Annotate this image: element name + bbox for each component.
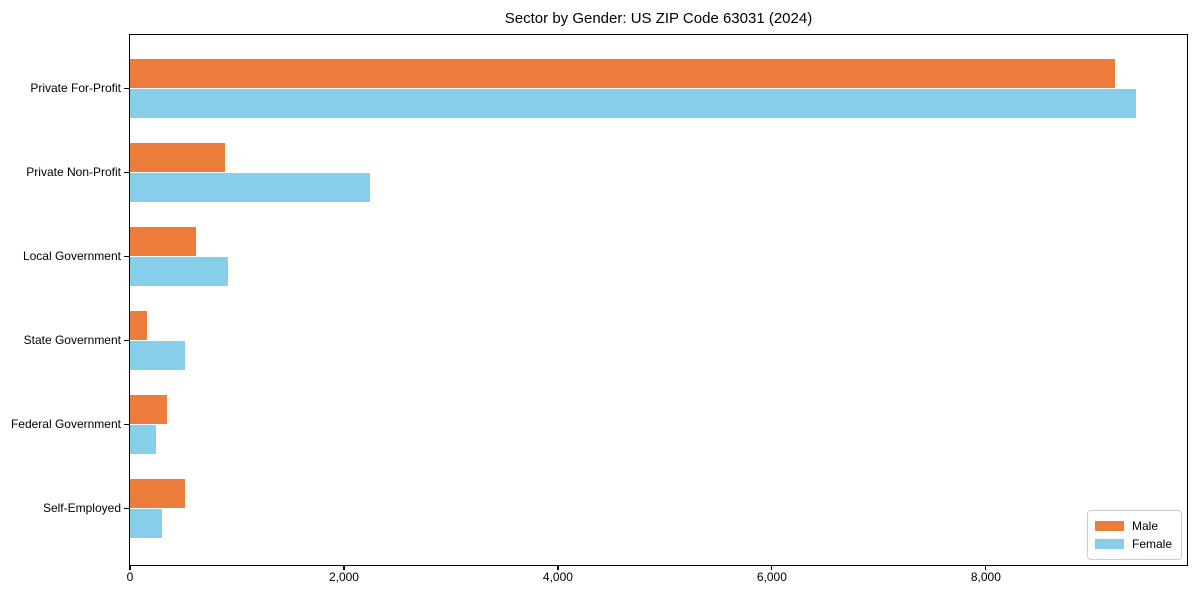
chart-title: Sector by Gender: US ZIP Code 63031 (202… [504,10,813,27]
legend-swatch-male [1094,521,1124,531]
category-label: Local Government [22,248,121,263]
legend-swatch-female [1094,539,1124,549]
bar-male [130,143,226,173]
x-tick-label: 0 [126,570,134,584]
y-tick-mark [124,87,129,90]
y-tick-mark [124,339,129,342]
y-tick-mark [124,423,129,426]
category-label: State Government [23,332,121,347]
x-tick-label: 6,000 [756,570,787,584]
bar-female [130,172,370,202]
category-label: Private For-Profit [30,80,121,95]
category-label: Self-Employed [42,500,121,515]
bar-female [130,424,157,454]
x-tick-mark [985,565,987,570]
legend-item: Female [1094,535,1172,553]
y-tick-mark [124,507,129,510]
bar-female [130,88,1136,118]
plot-area: Male Female [129,34,1188,570]
bar-male [130,395,168,425]
y-tick-mark [124,255,129,258]
x-tick-mark [557,565,559,570]
x-tick-mark [771,565,773,570]
y-tick-mark [124,171,129,174]
legend-label: Male [1131,519,1158,533]
bar-female [130,508,162,538]
x-tick-label: 4,000 [542,570,573,584]
bar-female [130,256,229,286]
legend: Male Female [1086,510,1182,560]
bar-male [130,311,147,341]
category-label: Federal Government [10,416,121,431]
legend-item: Male [1094,517,1172,535]
x-tick-label: 2,000 [328,570,359,584]
bar-male [130,59,1115,89]
bar-male [130,479,185,509]
bar-female [130,340,185,370]
x-tick-mark [129,565,131,570]
bar-male [130,227,196,257]
category-label: Private Non-Profit [26,164,121,179]
x-tick-mark [343,565,345,570]
x-tick-label: 8,000 [970,570,1001,584]
legend-label: Female [1131,537,1172,551]
